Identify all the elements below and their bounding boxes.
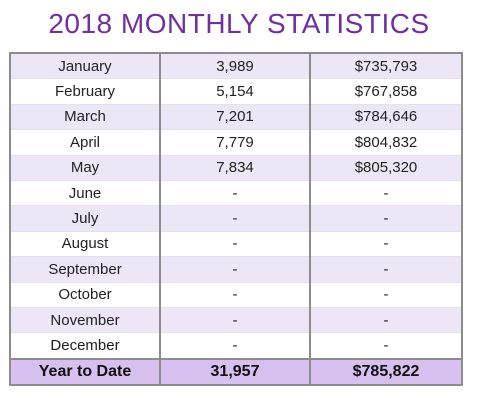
table-cell: - [309, 281, 463, 308]
table-cell: - [159, 205, 311, 232]
table-row: November - - [9, 306, 463, 333]
table-row: January 3,989 $735,793 [9, 52, 463, 79]
table-cell: 5,154 [159, 78, 311, 105]
table-row: August - - [9, 230, 463, 257]
table-row: February 5,154 $767,858 [9, 78, 463, 105]
table-cell: - [159, 332, 311, 359]
table-row: May 7,834 $805,320 [9, 154, 463, 181]
table-cell: January [9, 52, 161, 79]
table-cell: March [9, 103, 161, 130]
table-cell: - [159, 230, 311, 257]
table-cell: - [309, 256, 463, 283]
table-cell: November [9, 306, 161, 333]
table-cell: - [159, 256, 311, 283]
table-cell: October [9, 281, 161, 308]
table-row: March 7,201 $784,646 [9, 103, 463, 130]
table-cell: - [159, 179, 311, 206]
table-cell: 7,201 [159, 103, 311, 130]
table-cell: $735,793 [309, 52, 463, 79]
table-cell: April [9, 129, 161, 156]
table-cell: $784,646 [309, 103, 463, 130]
table-cell: $805,320 [309, 154, 463, 181]
table-cell: August [9, 230, 161, 257]
table-cell: - [309, 179, 463, 206]
table-cell: 7,834 [159, 154, 311, 181]
table-body: January 3,989 $735,793 February 5,154 $767,85… [9, 52, 463, 385]
table-cell: - [309, 230, 463, 257]
table-cell: February [9, 78, 161, 105]
table-cell: Year to Date [9, 357, 161, 385]
table-cell: September [9, 256, 161, 283]
table-cell: 31,957 [159, 357, 311, 385]
title: 2018 MONTHLY STATISTICS [48, 8, 430, 39]
table-row: July - - [9, 205, 463, 232]
table-cell: May [9, 154, 161, 181]
table-cell: - [159, 306, 311, 333]
table-cell: June [9, 179, 161, 206]
table-cell: - [159, 281, 311, 308]
table-row: October - - [9, 281, 463, 308]
stats-table: January 3,989 $735,793 February 5,154 $767,85… [9, 52, 463, 386]
table-row: Year to Date 31,957 $785,822 [9, 357, 463, 385]
table-cell: - [309, 306, 463, 333]
table-row: September - - [9, 256, 463, 283]
table-cell: July [9, 205, 161, 232]
table-cell: - [309, 205, 463, 232]
table-cell: December [9, 332, 161, 359]
table-row: June - - [9, 179, 463, 206]
table-cell: - [309, 332, 463, 359]
table-cell: $767,858 [309, 78, 463, 105]
table-cell: 3,989 [159, 52, 311, 79]
table-row: December - - [9, 332, 463, 359]
table-cell: 7,779 [159, 129, 311, 156]
table-cell: $804,832 [309, 129, 463, 156]
table-row: April 7,779 $804,832 [9, 129, 463, 156]
table-cell: $785,822 [309, 357, 463, 385]
